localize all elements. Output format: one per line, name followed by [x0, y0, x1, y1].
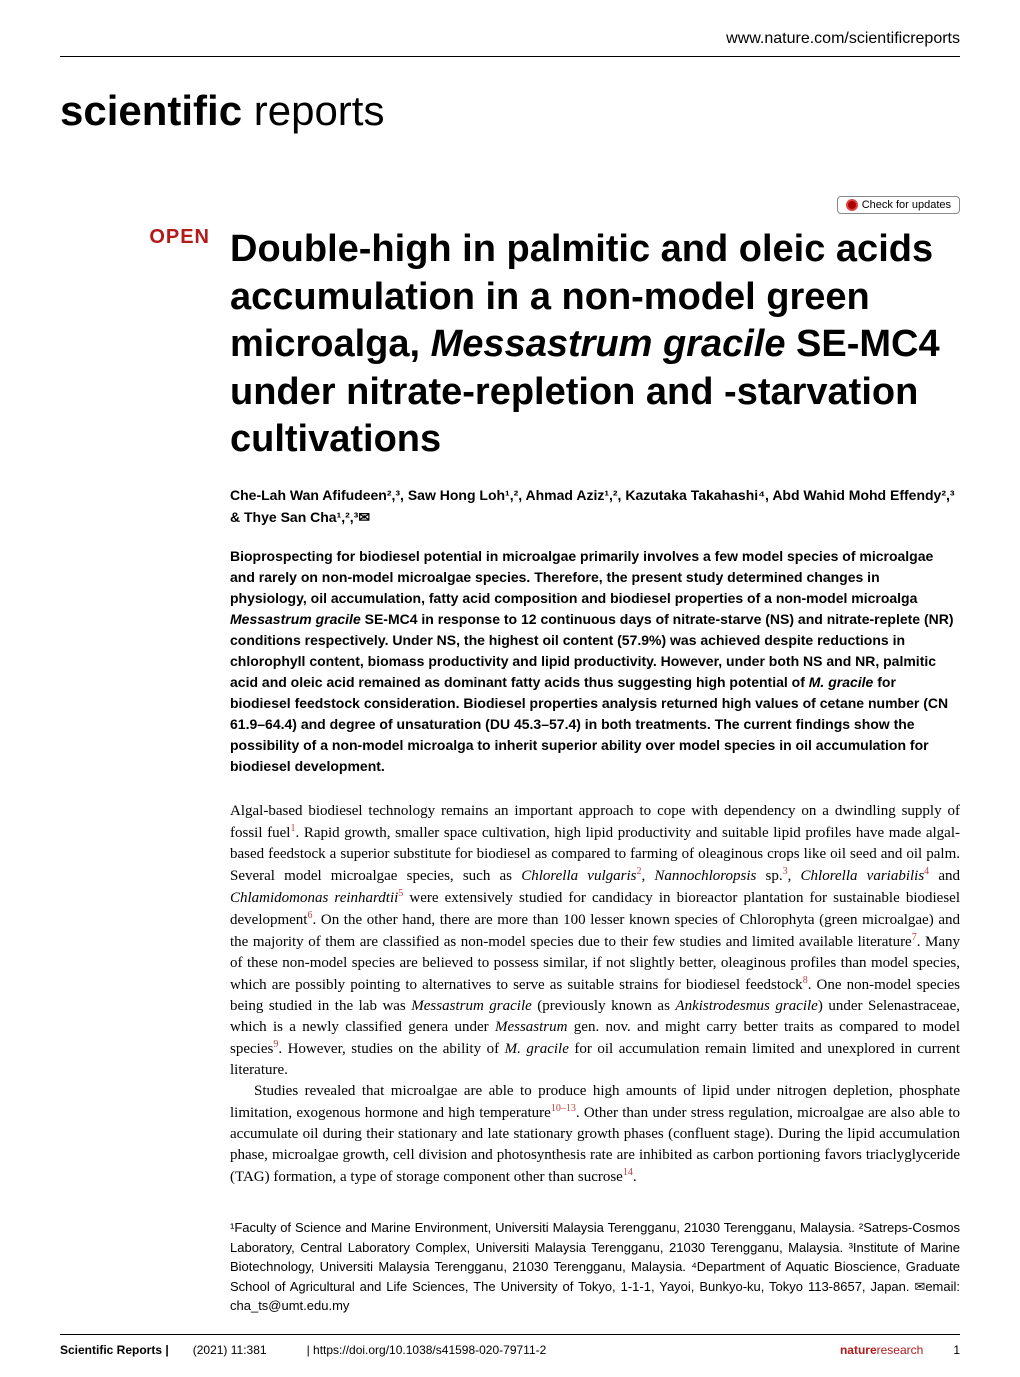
check-updates-icon — [846, 199, 858, 211]
ref-14[interactable]: 14 — [623, 1167, 633, 1178]
paragraph-1: Algal-based biodiesel technology remains… — [230, 801, 960, 1081]
footer-year-vol: (2021) 11:381 — [193, 1343, 267, 1357]
author-list: Che-Lah Wan Afifudeen²,³, Saw Hong Loh¹,… — [230, 484, 960, 529]
ref-10-13[interactable]: 10–13 — [551, 1103, 576, 1114]
check-updates-label: Check for updates — [862, 199, 951, 211]
species-3: Chlorella variabilis — [801, 868, 925, 884]
check-updates-button[interactable]: Check for updates — [837, 196, 960, 214]
body-text: Algal-based biodiesel technology remains… — [230, 801, 960, 1188]
abstract-p1: Bioprospecting for biodiesel potential i… — [230, 548, 933, 606]
abstract-italic1: Messastrum gracile — [230, 611, 361, 627]
abstract: Bioprospecting for biodiesel potential i… — [230, 546, 960, 777]
title-italic: Messastrum gracile — [431, 323, 786, 365]
nature-logo-bold: nature — [840, 1343, 877, 1357]
affiliations: ¹Faculty of Science and Marine Environme… — [230, 1218, 960, 1316]
species-8: M. gracile — [505, 1041, 569, 1057]
page-footer: Scientific Reports | (2021) 11:381 | htt… — [60, 1343, 960, 1357]
p1-d: and — [929, 868, 960, 884]
species-6: Ankistrodesmus gracile — [675, 998, 817, 1014]
nature-logo: natureresearch — [840, 1343, 923, 1357]
journal-title-light: reports — [242, 87, 384, 134]
p1-i: (previously known as — [532, 998, 676, 1014]
paragraph-2: Studies revealed that microalgae are abl… — [230, 1081, 960, 1188]
species-2-suffix: sp. — [756, 868, 782, 884]
p2-c: . — [633, 1169, 637, 1185]
p1-l: . However, studies on the ability of — [278, 1041, 504, 1057]
journal-title-bold: scientific — [60, 87, 242, 134]
p1-c2: , — [788, 868, 801, 884]
check-updates-container: Check for updates — [60, 195, 960, 214]
journal-title: scientific reports — [60, 87, 960, 135]
species-1: Chlorella vulgaris — [521, 868, 636, 884]
footer-rule — [60, 1334, 960, 1335]
header-rule — [60, 56, 960, 57]
species-2: Nannochloropsis — [654, 868, 756, 884]
species-4: Chlamidomonas reinhardtii — [230, 890, 398, 906]
open-access-badge: OPEN — [60, 226, 210, 249]
header-url: www.nature.com/scientificreports — [60, 30, 960, 48]
nature-logo-light: research — [877, 1343, 924, 1357]
p1-f: . On the other hand, there are more than… — [230, 912, 960, 950]
footer-journal: Scientific Reports | — [60, 1343, 169, 1357]
p1-c: , — [641, 868, 654, 884]
abstract-italic2: M. gracile — [809, 674, 874, 690]
footer-doi[interactable]: | https://doi.org/10.1038/s41598-020-797… — [307, 1343, 547, 1357]
species-7: Messastrum — [495, 1019, 568, 1035]
species-5: Messastrum gracile — [411, 998, 532, 1014]
page-number: 1 — [953, 1343, 960, 1357]
article-title: Double-high in palmitic and oleic acids … — [230, 226, 960, 464]
